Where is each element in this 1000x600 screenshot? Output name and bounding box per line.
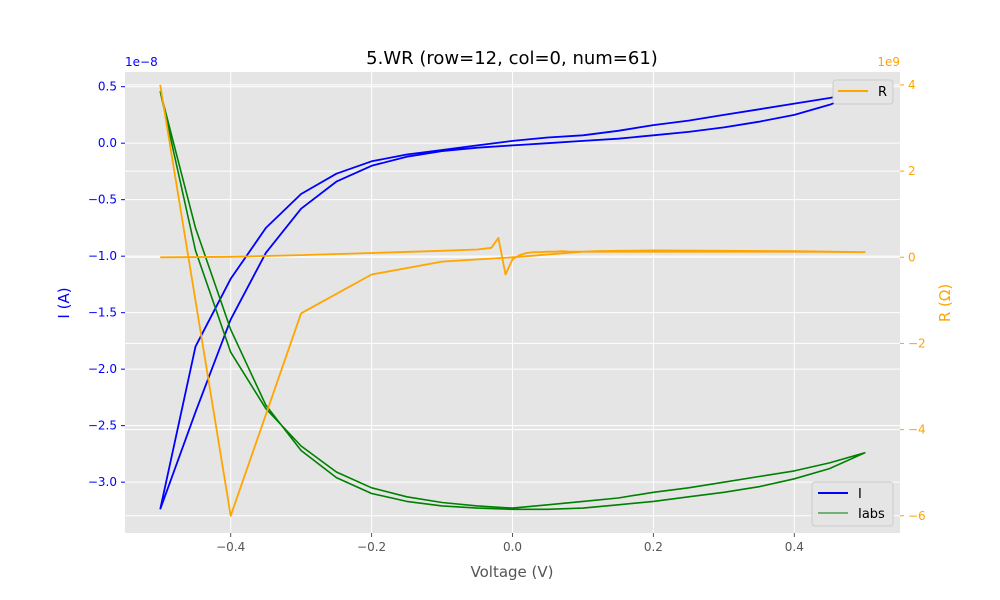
- right-axis-label: R (Ω): [936, 284, 954, 322]
- legend-lower: I Iabs: [811, 481, 894, 527]
- left-tick-label: 0.5: [98, 80, 117, 94]
- left-tick-label: −3.0: [88, 475, 117, 489]
- series-line-Iabs: [159, 90, 866, 511]
- right-tick-label: 0: [908, 250, 916, 264]
- right-tick-label: 2: [908, 164, 916, 178]
- left-tick-label: −2.0: [88, 362, 117, 376]
- left-tick-label: −0.5: [88, 193, 117, 207]
- right-tick-label: −6: [908, 509, 926, 523]
- series-line-R: [159, 84, 866, 517]
- legend-label-I: I: [858, 487, 862, 502]
- left-tick-label: −1.5: [88, 306, 117, 320]
- left-axis-exponent: 1e−8: [125, 55, 158, 69]
- left-tick-label: −2.5: [88, 419, 117, 433]
- right-tick-label: −2: [908, 336, 926, 350]
- x-axis-label: Voltage (V): [471, 563, 554, 581]
- left-tick-label: 0.0: [98, 136, 117, 150]
- x-tick-label: 0.0: [503, 540, 522, 554]
- x-tick-label: 0.2: [644, 540, 663, 554]
- legend-upper: R: [832, 79, 894, 105]
- right-tick-label: 4: [908, 78, 916, 92]
- x-tick-label: −0.2: [357, 540, 386, 554]
- x-tick-label: −0.4: [216, 540, 245, 554]
- x-tick-label: 0.4: [785, 540, 804, 554]
- left-tick-label: −1.0: [88, 249, 117, 263]
- left-axis-label: I (A): [55, 287, 73, 318]
- right-axis-exponent: 1e9: [877, 55, 900, 69]
- legend-label-R: R: [878, 85, 887, 100]
- legend-label-Iabs: Iabs: [858, 507, 885, 522]
- chart-title: 5.WR (row=12, col=0, num=61): [366, 48, 658, 69]
- axes-layer: −0.4 −0.2 0.0 0.2 0.4 0.5 0.0 −0.5 −1.0 −1.5 −2.0 −…: [88, 78, 926, 554]
- grid: [125, 72, 900, 533]
- right-tick-label: −4: [908, 423, 926, 437]
